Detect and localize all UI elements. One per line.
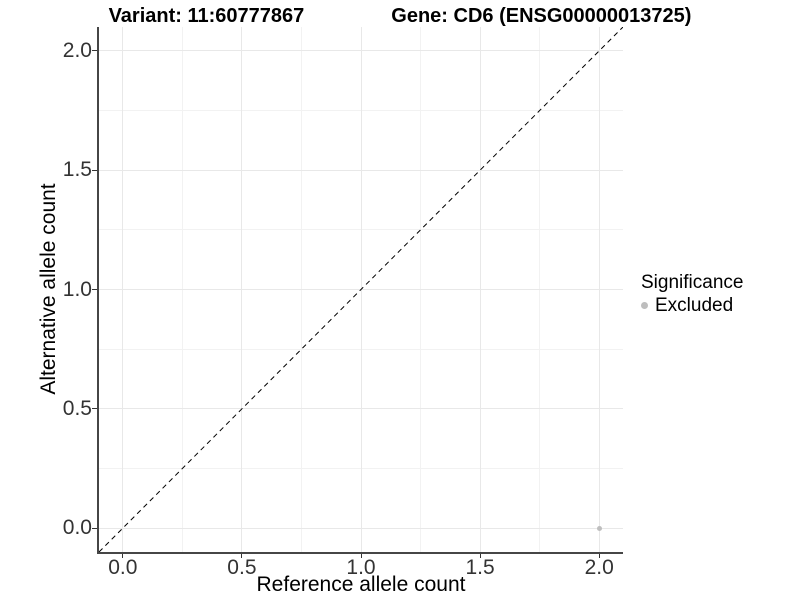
y-tick	[92, 527, 97, 529]
plot-title: Variant: 11:60777867 Gene: CD6 (ENSG0000…	[0, 5, 800, 28]
x-tick-label: 2.0	[584, 556, 614, 579]
legend: Significance Excluded	[641, 271, 743, 317]
x-tick	[598, 554, 600, 558]
y-axis-line	[97, 27, 99, 554]
y-tick-label: 0.5	[62, 396, 92, 420]
data-point	[596, 525, 602, 531]
legend-item-excluded: Excluded	[641, 294, 743, 317]
plot-title-gene: Gene: CD6 (ENSG00000013725)	[391, 5, 692, 27]
x-tick	[241, 554, 243, 558]
y-tick-label: 2.0	[62, 38, 92, 62]
identity-line-layer	[99, 27, 623, 552]
y-tick	[92, 169, 97, 171]
legend-item-label: Excluded	[655, 295, 734, 316]
y-tick-label: 0.0	[62, 516, 92, 540]
x-tick-label: 0.5	[227, 556, 257, 579]
x-tick	[479, 554, 481, 558]
x-tick-label: 1.5	[465, 556, 495, 579]
x-tick	[122, 554, 124, 558]
y-tick	[92, 408, 97, 410]
y-tick-label: 1.5	[62, 158, 92, 182]
x-axis-title: Reference allele count	[256, 573, 466, 596]
x-tick-label: 1.0	[346, 556, 376, 579]
y-tick-label: 1.0	[62, 277, 92, 301]
legend-point-icon	[641, 302, 648, 309]
x-axis-line	[97, 552, 623, 554]
y-gridline-major	[99, 527, 623, 529]
y-gridline-major	[99, 50, 623, 52]
y-gridline-major	[99, 408, 623, 410]
y-tick	[92, 50, 97, 52]
x-tick-label: 0.0	[108, 556, 138, 579]
y-tick	[92, 289, 97, 290]
identity-dashed-line	[99, 27, 623, 552]
y-gridline-major	[99, 169, 623, 171]
plot-panel	[99, 27, 623, 552]
legend-title: Significance	[641, 272, 744, 293]
plot-title-variant: Variant: 11:60777867	[108, 5, 305, 27]
x-tick	[360, 554, 362, 558]
